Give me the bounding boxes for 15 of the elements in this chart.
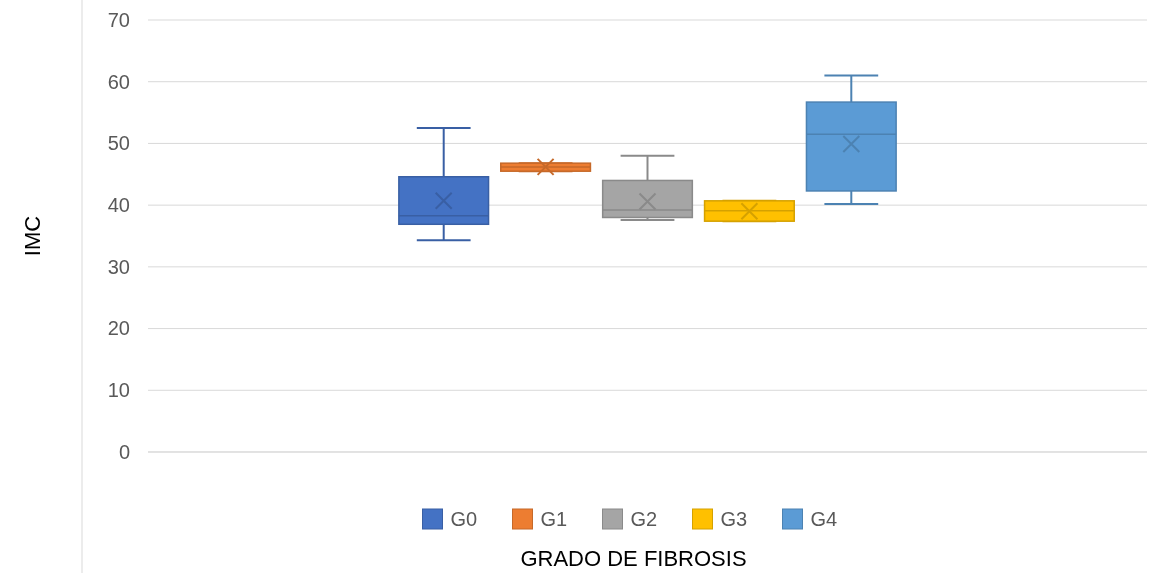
y-tick-label: 60 [107,70,130,93]
y-tick-label: 40 [107,194,130,217]
legend-label: G0 [450,508,478,530]
y-tick-label: 70 [107,8,130,31]
x-axis-title: GRADO DE FIBROSIS [520,546,747,571]
legend-label: G2 [630,508,658,530]
y-tick-label: 20 [107,317,130,340]
y-tick-label: 50 [107,132,130,155]
legend-label: G3 [720,508,748,530]
y-tick-label: 10 [107,379,130,402]
y-tick-label: 0 [118,440,130,463]
y-axis-title: IMC [20,215,45,257]
y-tick-label: 30 [107,255,130,278]
legend-label: G4 [810,508,838,530]
legend-label: G1 [540,508,568,530]
